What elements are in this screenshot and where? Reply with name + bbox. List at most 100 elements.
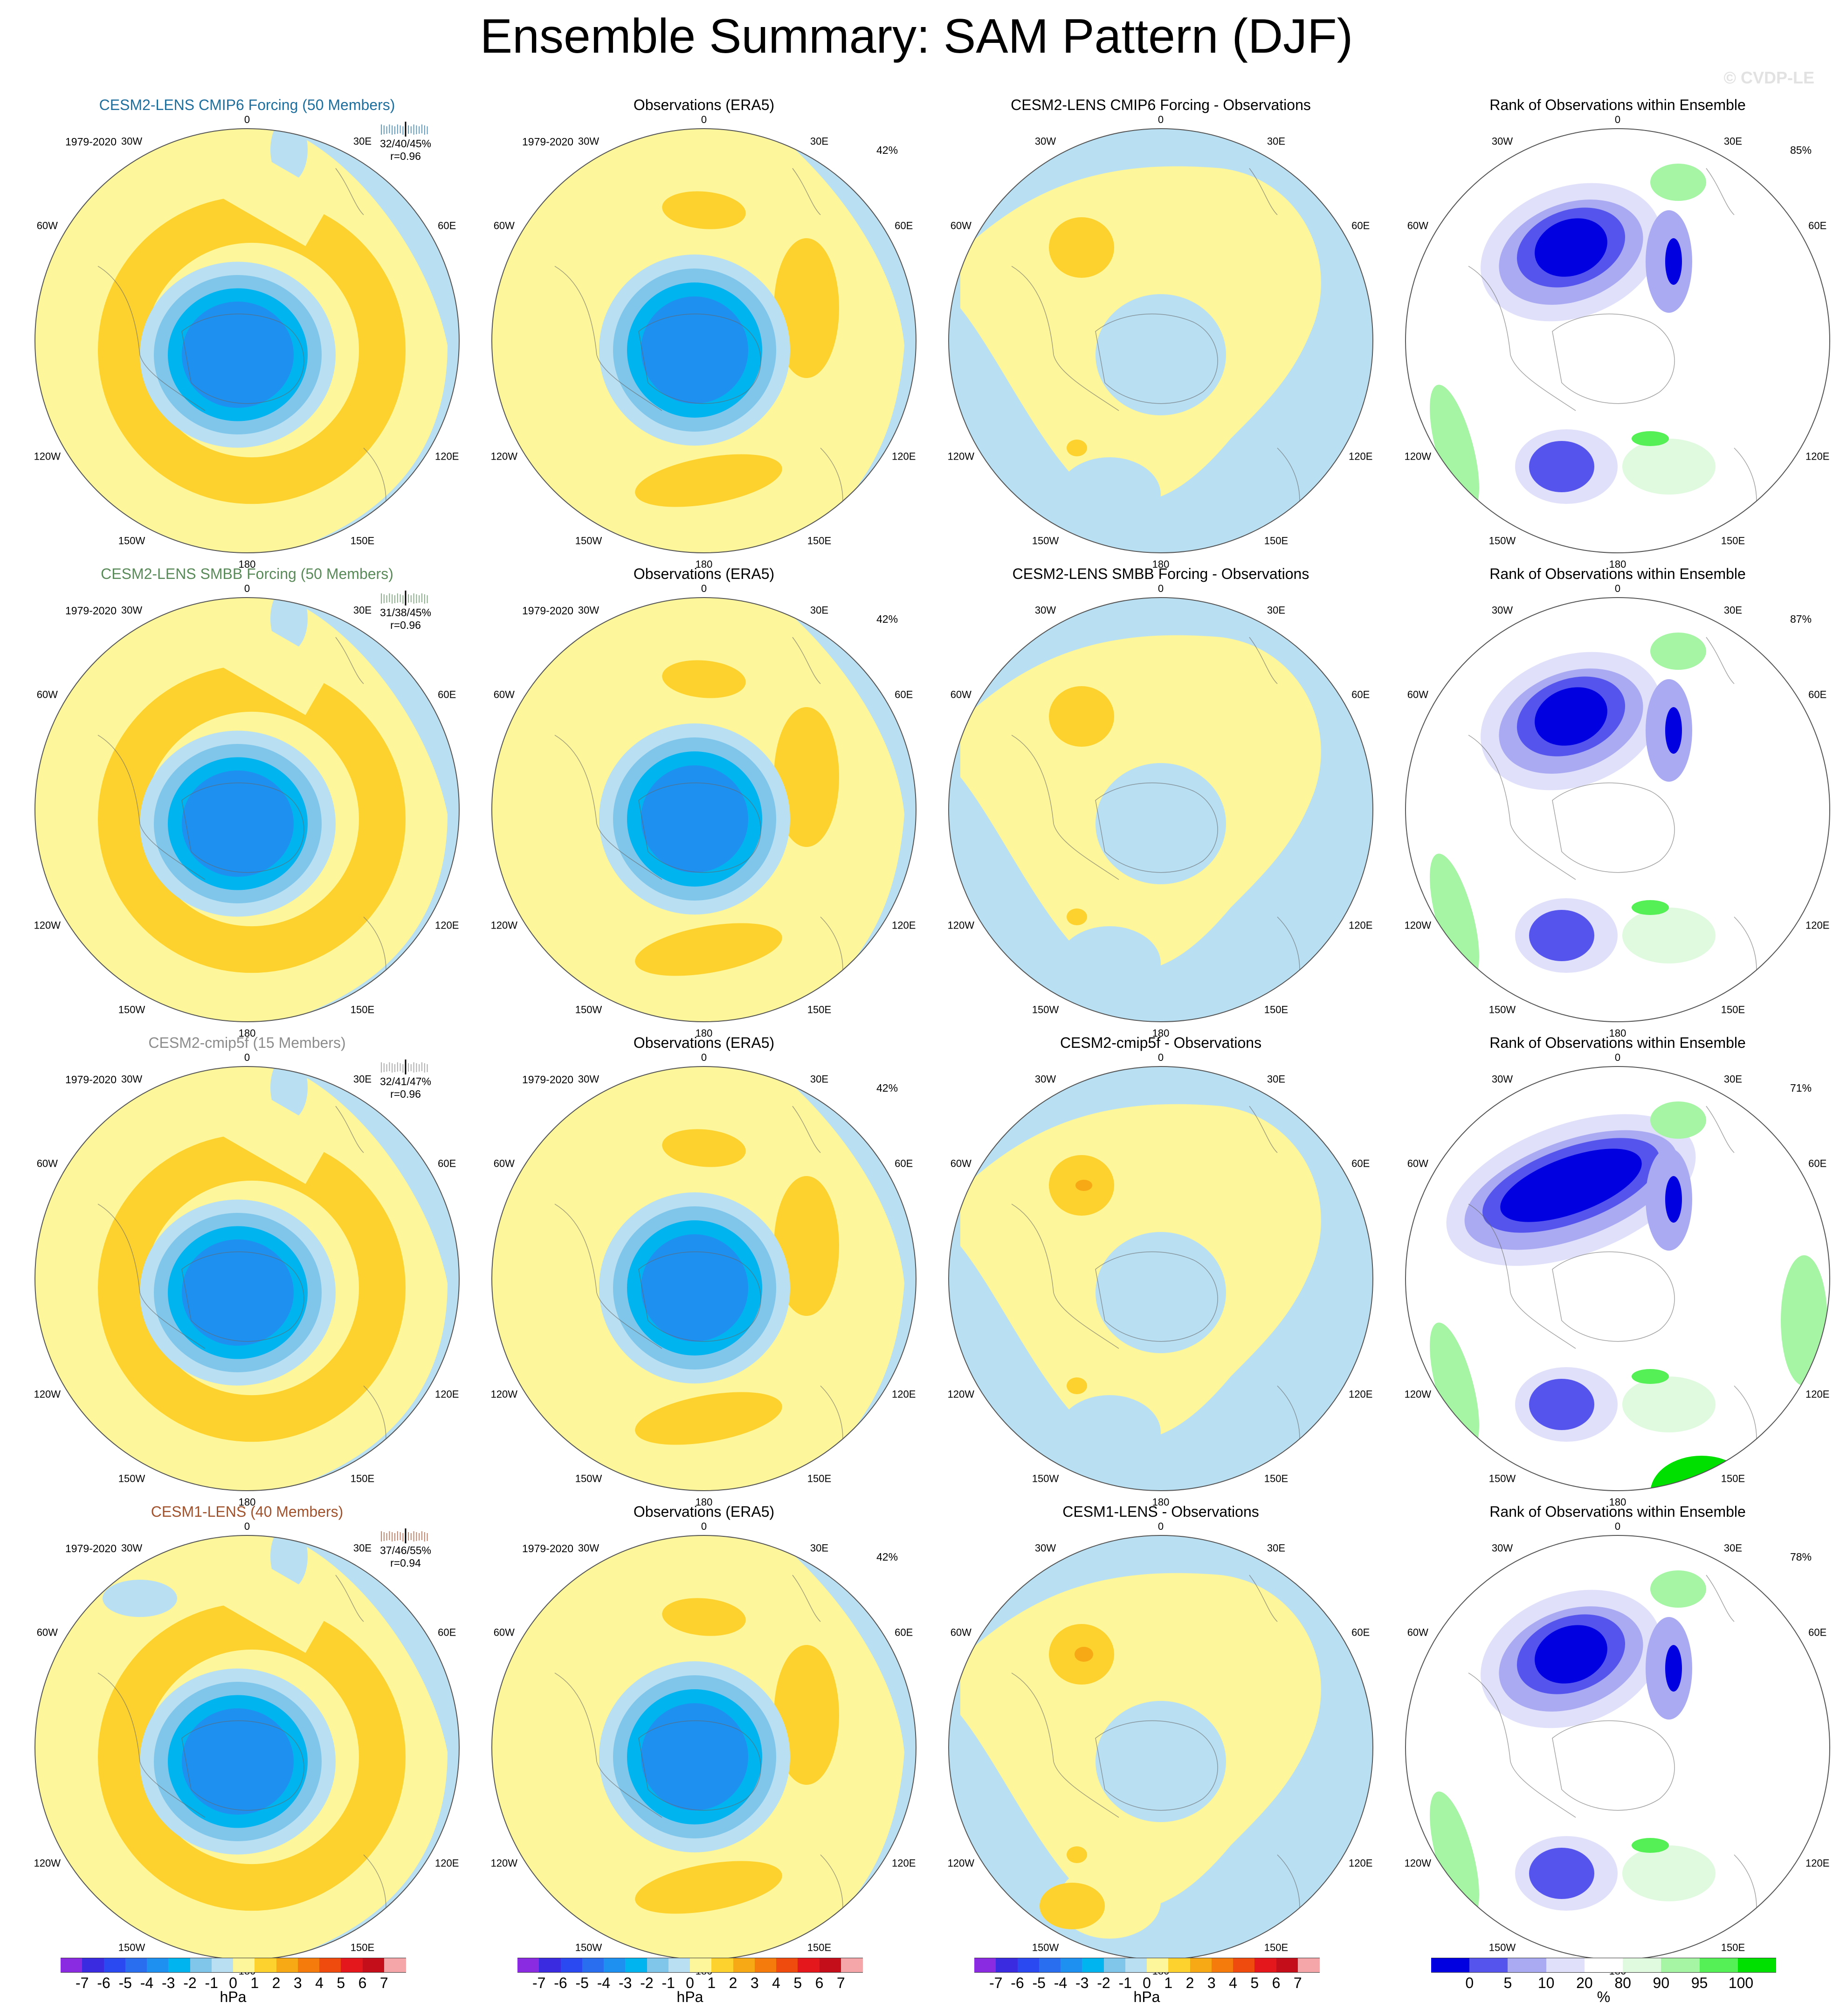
lon-label-east: 60E [1808, 689, 1826, 701]
lon-label-west: 30W [1492, 135, 1513, 147]
colorbar-tick-label: 5 [337, 1975, 345, 1991]
variance-range: 31/38/45% [380, 606, 431, 619]
panel-title: CESM1-LENS - Observations [1062, 1503, 1259, 1520]
lon-label-west: 150W [575, 1004, 602, 1016]
lon-label-west: 120W [948, 451, 975, 462]
lon-label-west: 60W [494, 1627, 515, 1638]
colorbar-swatch [996, 1958, 1018, 1973]
pattern-correlation: r=0.96 [390, 619, 421, 631]
panel-title: CESM2-LENS SMBB Forcing - Observations [1012, 565, 1309, 582]
lon-label-west: 60W [951, 1158, 972, 1170]
ensemble-stats: 37/46/55% r=0.94 [380, 1544, 431, 1569]
variance-range: 32/41/47% [380, 1075, 431, 1087]
lon-label-west: 60W [1407, 220, 1428, 232]
lon-label-west: 150W [1032, 535, 1059, 547]
lon-label-west: 120W [34, 1858, 61, 1869]
lon-label-0: 0 [701, 583, 707, 594]
lon-label-east: 30E [1267, 604, 1285, 616]
lon-label-east: 30E [353, 1073, 372, 1085]
lon-label-0: 0 [701, 1521, 707, 1532]
colorbar-unit: % [1597, 1988, 1611, 2005]
colorbar-swatch [733, 1958, 755, 1973]
lon-label-west: 150W [118, 535, 145, 547]
panel-obs-row4: Observations (ERA5)1979-202042%018030W30… [485, 1502, 923, 1976]
colorbar-tick-label: 6 [358, 1975, 367, 1991]
colorbar-swatch [776, 1958, 798, 1973]
colorbar-swatch [190, 1958, 212, 1973]
polar-map-rank: 018030W30E60W60E90W90E120W120E150W150E [1405, 1521, 1830, 1976]
colorbar-tick-label: -1 [662, 1975, 675, 1991]
panel-model-row4: CESM1-LENS (40 Members) 1979-2020 37/46/55… [28, 1502, 466, 1976]
panel-title: Observations (ERA5) [633, 565, 775, 582]
lon-label-east: 120E [1349, 920, 1372, 931]
lon-label-west: 60W [37, 1158, 58, 1170]
colorbar-swatch [1233, 1958, 1255, 1973]
lon-label-east: 60E [1351, 220, 1370, 232]
colorbar-swatch [1190, 1958, 1212, 1973]
lon-label-west: 30W [121, 1542, 142, 1554]
colorbar-tick-label: 2 [1185, 1975, 1194, 1991]
panel-title: Observations (ERA5) [633, 96, 775, 113]
lon-label-west: 60W [1407, 1627, 1428, 1638]
colorbar-swatch [341, 1958, 363, 1973]
polar-map-obs: 018030W30E60W60E90W90E120W120E150W150E [491, 114, 916, 569]
lon-label-east: 150E [807, 1473, 831, 1485]
panel-model-row1: CESM2-LENS CMIP6 Forcing (50 Members) 197… [28, 96, 466, 569]
panel-title: Observations (ERA5) [633, 1034, 775, 1051]
colorbar-swatch [625, 1958, 647, 1973]
lon-label-east: 30E [1267, 1542, 1285, 1554]
lon-label-east: 60E [438, 1627, 456, 1638]
panel-title: CESM2-cmip5f - Observations [1060, 1034, 1262, 1051]
lon-label-east: 150E [351, 1942, 374, 1954]
colorbar-tick-label: -6 [1011, 1975, 1024, 1991]
lon-label-east: 60E [895, 689, 913, 701]
colorbar-swatch [82, 1958, 104, 1973]
colorbar-tick-label: 3 [293, 1975, 302, 1991]
lon-label-west: 60W [494, 220, 515, 232]
variance-percent: 42% [876, 1082, 898, 1094]
lon-label-east: 60E [1808, 220, 1826, 232]
colorbar-tick-label: 3 [1207, 1975, 1216, 1991]
lon-label-east: 120E [1805, 451, 1829, 462]
colorbar: 0 5 10 20 80 90 95 100% [1431, 1958, 1777, 2009]
colorbar-swatch [362, 1958, 385, 1973]
lon-label-0: 0 [1615, 1521, 1620, 1532]
colorbar-tick-label: 5 [1503, 1975, 1512, 1991]
colorbar-tick-label: 80 [1614, 1975, 1631, 1991]
polar-map-obs: 018030W30E60W60E90W90E120W120E150W150E [491, 1052, 916, 1507]
panel-title: CESM2-cmip5f (15 Members) [148, 1034, 346, 1051]
colorbar-tick-label: -5 [1032, 1975, 1046, 1991]
colorbar-swatch [1623, 1958, 1661, 1973]
colorbar-unit: hPa [220, 1988, 247, 2005]
lon-label-west: 120W [491, 451, 518, 462]
lon-label-east: 120E [892, 451, 916, 462]
lon-label-west: 150W [1032, 1942, 1059, 1954]
colorbar-swatch [147, 1958, 169, 1973]
lon-label-east: 60E [895, 1158, 913, 1170]
lon-label-east: 120E [892, 1389, 916, 1400]
lon-label-0: 0 [244, 1052, 250, 1063]
colorbar-tick-label: -5 [575, 1975, 589, 1991]
lon-label-west: 60W [951, 220, 972, 232]
colorbar-swatch [61, 1958, 83, 1973]
colorbar: -7 -6 -5 -4 -3 -2 -1 0 1 2 3 4 5 6 7 hPa [517, 1958, 863, 2009]
lon-label-west: 120W [1405, 1858, 1432, 1869]
lon-label-west: 60W [494, 1158, 515, 1170]
lon-label-west: 60W [951, 1627, 972, 1638]
lon-label-east: 60E [895, 220, 913, 232]
lon-label-0: 0 [244, 1521, 250, 1532]
colorbar-swatch [1168, 1958, 1190, 1973]
colorbar-swatch [1546, 1958, 1585, 1973]
polar-map-rank: 018030W30E60W60E90W90E120W120E150W150E [1405, 583, 1830, 1038]
panel-obs-row1: Observations (ERA5) 1979-2020 42% 0 180 30W 30… [485, 96, 923, 569]
panel-title: CESM2-LENS CMIP6 Forcing (50 Members) [99, 96, 395, 113]
period-label: 1979-2020 [65, 1073, 117, 1086]
lon-label-east: 150E [1264, 1473, 1288, 1485]
colorbar-swatch [1254, 1958, 1276, 1973]
colorbar-swatch [211, 1958, 234, 1973]
lon-label-west: 150W [575, 535, 602, 547]
lon-label-west: 150W [1489, 535, 1516, 547]
colorbar-swatch [1125, 1958, 1147, 1973]
colorbar-tick-label: 90 [1653, 1975, 1670, 1991]
figure-title: Ensemble Summary: SAM Pattern (DJF) [480, 9, 1353, 63]
